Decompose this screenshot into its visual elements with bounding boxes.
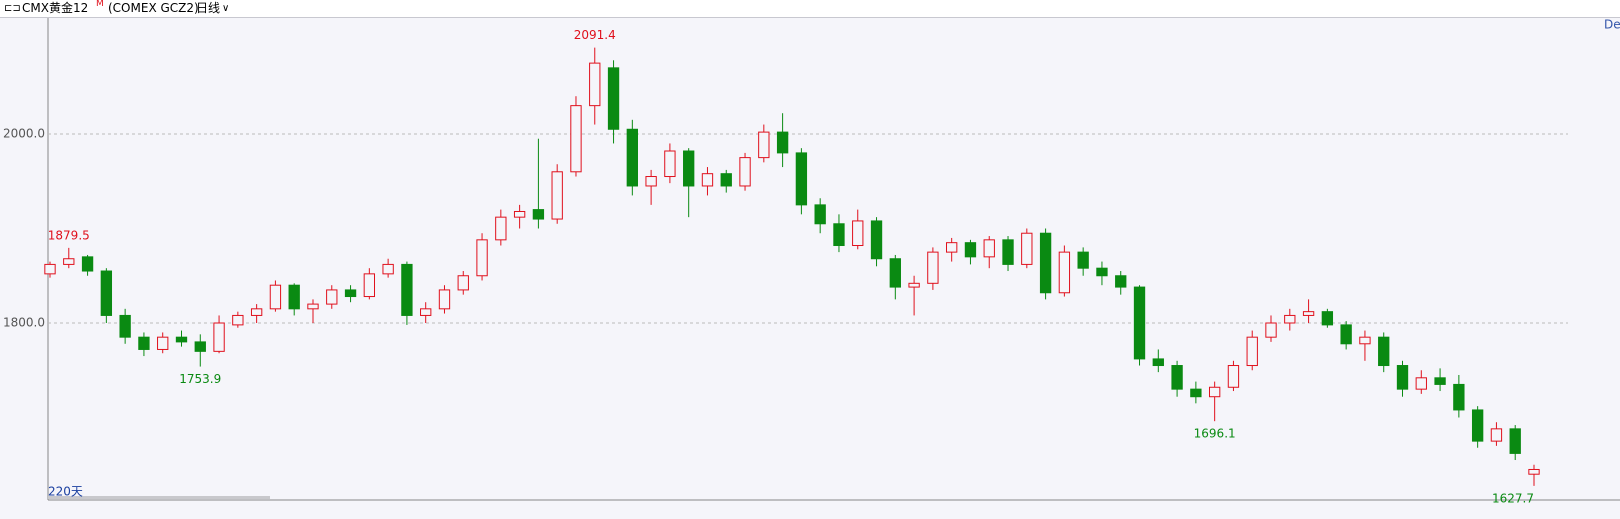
candle-body (476, 239, 488, 277)
candle-body (758, 131, 770, 159)
candle-body (1265, 322, 1277, 338)
candle-body (307, 303, 319, 310)
extreme-label: 2091.4 (574, 28, 616, 42)
candle-body (213, 322, 225, 352)
candle-body (607, 67, 620, 130)
candle-body (1002, 239, 1014, 265)
candle-body (946, 242, 958, 253)
candle-body (495, 216, 507, 241)
candle-body (532, 209, 545, 220)
candle-body (870, 220, 883, 260)
candle-body (1359, 336, 1371, 345)
scrollbar[interactable] (48, 496, 270, 499)
candle-body (964, 242, 977, 258)
candle-body (250, 308, 263, 316)
candle-body (551, 171, 563, 220)
candle-body (1171, 365, 1183, 390)
candle-body (833, 223, 845, 247)
candle-body (664, 150, 676, 178)
candle-body (645, 176, 657, 187)
candle-body (44, 263, 56, 275)
candle-body (701, 173, 714, 187)
candle-body (119, 314, 131, 338)
candle-body (1490, 428, 1503, 442)
candle-body (382, 263, 394, 275)
candle-body (1396, 365, 1409, 390)
candle-body (1227, 365, 1240, 388)
symbol[interactable]: CMX黄金12 (22, 1, 89, 15)
candle-body (1190, 388, 1202, 398)
candle-body (1378, 336, 1390, 367)
candle-body (589, 62, 601, 107)
badge: M (96, 0, 104, 9)
candle-body (795, 152, 808, 206)
candle-body (1284, 314, 1296, 324)
candle-body (63, 258, 75, 265)
y-tick-label: 1800.0 (3, 315, 45, 329)
candle-body (1096, 267, 1108, 277)
extreme-label: 1753.9 (179, 372, 221, 386)
candle-body (175, 336, 188, 343)
candle-body (1133, 286, 1146, 360)
candle-body (1021, 232, 1033, 265)
corner-label[interactable]: Del (1604, 18, 1620, 32)
candle-body (1321, 311, 1334, 326)
candle-body (889, 258, 901, 288)
candle-body (983, 239, 995, 258)
candle-body (852, 220, 864, 247)
candle-body (401, 263, 413, 316)
candle-body (232, 314, 244, 326)
candle-body (81, 256, 94, 272)
candle-body (1246, 336, 1258, 367)
candle-body (194, 341, 206, 352)
candle-body (1528, 468, 1540, 475)
toolbar: ⊏⊐ CMX黄金12 M (COMEX GCZ2) 日线 ∨ (0, 0, 1620, 18)
candle-body (720, 173, 732, 187)
candle-body (100, 270, 113, 316)
candle-body (513, 210, 526, 218)
candle-body (739, 157, 751, 187)
candle-body (927, 251, 939, 284)
candle-body (1152, 358, 1164, 367)
candle-body (776, 131, 789, 154)
candle-body (683, 150, 695, 187)
icon: ⊏⊐ (4, 3, 21, 14)
y-tick-label: 2000.0 (3, 126, 45, 140)
candle-body (908, 282, 920, 288)
candle-body (814, 204, 826, 225)
candle-body (1509, 428, 1521, 454)
candle-body (1471, 409, 1484, 442)
candle-body (1115, 275, 1127, 288)
candle-body (1415, 377, 1427, 390)
dropdown-arrow[interactable]: ∨ (222, 3, 230, 14)
candle-body (326, 289, 338, 305)
candle-body (344, 289, 357, 298)
day-count: 220天 (48, 485, 83, 499)
candle-body (1340, 324, 1352, 345)
candle-body (157, 336, 169, 350)
candle-body (288, 284, 300, 310)
extreme-label: 1627.7 (1492, 491, 1534, 505)
extreme-label: 1879.5 (48, 228, 90, 242)
candle-body (626, 128, 638, 187)
candle-body (1058, 251, 1071, 294)
period[interactable]: 日线 (196, 1, 221, 15)
candle-body (1077, 251, 1089, 269)
candle-body (570, 105, 582, 173)
candle-body (457, 275, 469, 291)
candle-body (363, 273, 376, 298)
candle-body (1453, 383, 1465, 411)
candle-body (1039, 232, 1052, 294)
candle-body (1208, 386, 1221, 398)
candle-body (438, 289, 451, 310)
code: (COMEX GCZ2) (108, 1, 199, 15)
candle-body (269, 284, 282, 310)
extreme-label: 1696.1 (1194, 427, 1236, 441)
candle-body (1302, 311, 1315, 316)
candle-body (138, 336, 150, 350)
candle-body (420, 308, 432, 316)
candle-body (1434, 377, 1446, 385)
chart: Del 220天 1800.0 2000.0 1879.5 1753.9 2091.4 1… (3, 18, 1620, 505)
